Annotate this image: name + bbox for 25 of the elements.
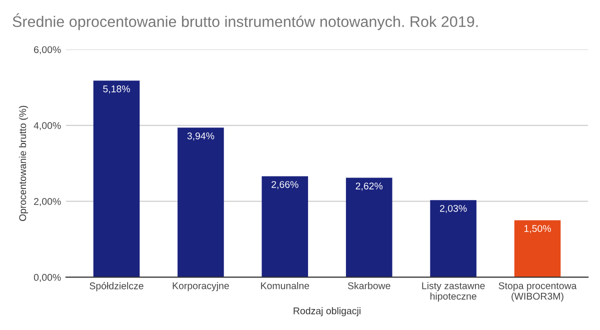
x-axis-title: Rodzaj obligacji [294, 307, 360, 316]
y-tick-label: 6,00% [34, 46, 61, 54]
x-tick-label: Listy zastawne hipoteczne [422, 282, 485, 302]
bar [262, 176, 308, 278]
y-tick-label: 2,00% [34, 198, 61, 206]
bar [178, 128, 224, 278]
bar [93, 80, 140, 278]
data-label: 1,50% [524, 225, 551, 234]
x-tick-label: Stopa procentowa (WIBOR3M) [498, 282, 577, 302]
bar [430, 200, 476, 278]
y-axis-title: Oprocentowanie brutto (%) [18, 106, 28, 221]
x-tick-label: Komunalne [261, 282, 310, 290]
bar [514, 220, 561, 278]
data-label: 5,18% [103, 85, 130, 94]
bar [346, 178, 392, 278]
data-label: 2,62% [356, 182, 383, 191]
x-tick-label: Spółdzielcze [90, 282, 144, 292]
y-tick-label: 4,00% [34, 122, 61, 130]
x-tick-label: Skarbowe [348, 282, 390, 290]
y-tick-label: 0,00% [34, 274, 61, 282]
x-tick-label: Korporacyjne [172, 282, 229, 292]
chart-title: Średnie oprocentowanie brutto instrumentów notowanych. Rok 2019. [12, 13, 478, 30]
data-label: 2,03% [440, 204, 467, 214]
data-label: 2,66% [272, 181, 298, 190]
data-label: 3,94% [187, 132, 214, 141]
